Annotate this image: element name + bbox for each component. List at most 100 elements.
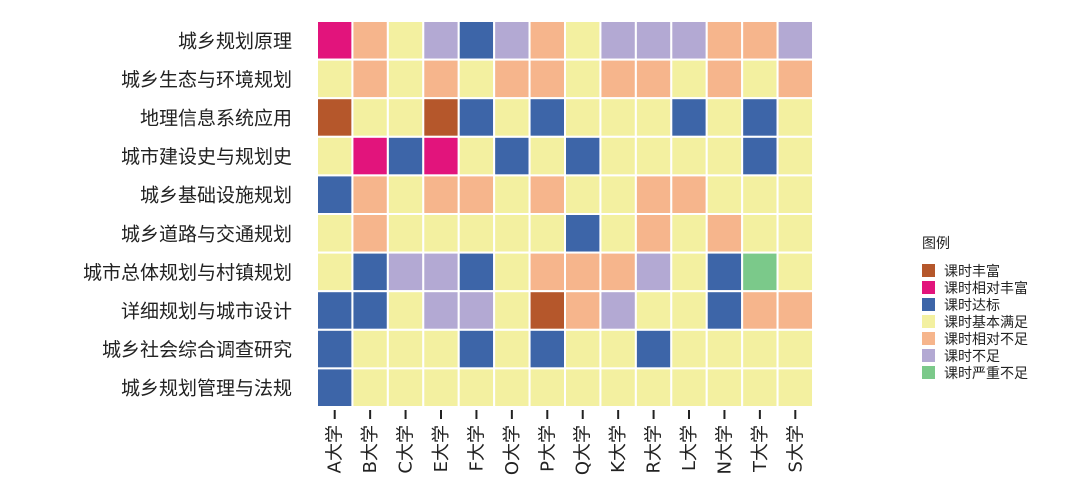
column-label: K大学 — [608, 425, 629, 473]
heatmap-cell — [493, 213, 531, 254]
heatmap-cell — [457, 290, 496, 331]
row-label: 城乡道路与交通规划 — [121, 223, 292, 245]
heatmap-cell — [670, 251, 708, 293]
legend-label: 课时相对丰富 — [944, 280, 1028, 297]
heatmap-cell — [351, 97, 389, 138]
column-label: L大学 — [679, 425, 700, 471]
row-label: 城乡社会综合调查研究 — [102, 339, 292, 361]
heatmap-cell — [457, 135, 496, 177]
heatmap-cell — [599, 251, 637, 293]
column-label: R大学 — [644, 425, 665, 474]
heatmap-cell — [316, 251, 354, 293]
heatmap-cell — [634, 251, 673, 293]
heatmap-cell — [634, 328, 673, 370]
heatmap-cell — [564, 97, 602, 138]
heatmap-cell — [422, 174, 460, 215]
legend-label: 课时基本满足 — [944, 314, 1028, 331]
heatmap-cell — [705, 174, 744, 215]
heatmap-cell — [457, 174, 496, 215]
heatmap-cell — [528, 58, 567, 100]
heatmap-cell — [457, 97, 496, 138]
row-labels: 城乡规划原理城乡生态与环境规划地理信息系统应用城市建设史与规划史城乡基础设施规划… — [83, 30, 292, 399]
heatmap-cell — [422, 367, 460, 408]
heatmap-cell — [457, 20, 496, 61]
heatmap-cell — [776, 135, 815, 177]
column-label: F大学 — [466, 425, 487, 471]
heatmap-cell — [599, 290, 637, 331]
heatmap-cell — [776, 97, 815, 138]
heatmap-cell — [670, 97, 708, 138]
heatmap-cell — [493, 290, 531, 331]
heatmap-cell — [493, 97, 531, 138]
heatmap-cell — [634, 20, 673, 61]
heatmap-cell — [351, 251, 389, 293]
legend-label: 课时相对不足 — [944, 332, 1028, 348]
heatmap-cell — [316, 135, 354, 177]
legend-swatch — [922, 264, 935, 277]
row-label: 城乡规划原理 — [178, 30, 292, 52]
heatmap-cell — [457, 251, 496, 293]
heatmap-cell — [741, 58, 779, 100]
heatmap-cell — [493, 20, 531, 61]
legend-label: 课时不足 — [944, 349, 1000, 365]
heatmap-cell — [422, 135, 460, 177]
heatmap-cell — [351, 213, 389, 254]
heatmap-cell — [457, 367, 496, 408]
heatmap-cell — [705, 251, 744, 293]
heatmap-cell — [705, 213, 744, 254]
heatmap-cell — [457, 328, 496, 370]
heatmap-cell — [528, 174, 567, 215]
heatmap-cell — [386, 328, 425, 370]
heatmap-cell — [386, 367, 425, 408]
heatmap-cell — [493, 174, 531, 215]
heatmap-cell — [741, 20, 779, 61]
heatmap-cell — [528, 97, 567, 138]
heatmap-cell — [634, 367, 673, 408]
heatmap-cell — [351, 135, 389, 177]
heatmap-cell — [493, 328, 531, 370]
heatmap-cell — [564, 213, 602, 254]
heatmap-cell — [670, 58, 708, 100]
column-label: A大学 — [325, 425, 346, 473]
heatmap-cell — [705, 97, 744, 138]
heatmap-cell — [599, 328, 637, 370]
heatmap-cell — [351, 367, 389, 408]
legend-swatch — [922, 315, 935, 328]
column-label: Q大学 — [573, 425, 594, 475]
heatmap-cell — [776, 328, 815, 370]
legend-swatch — [922, 281, 935, 294]
heatmap-cell — [634, 58, 673, 100]
row-label: 详细规划与城市设计 — [121, 301, 292, 323]
heatmap-cell — [741, 251, 779, 293]
heatmap-cell — [564, 58, 602, 100]
heatmap-cell — [351, 290, 389, 331]
heatmap-cell — [741, 290, 779, 331]
heatmap-cell — [528, 367, 567, 408]
heatmap-cell — [741, 328, 779, 370]
heatmap-cell — [351, 328, 389, 370]
heatmap-cell — [386, 20, 425, 61]
heatmap-cell — [776, 58, 815, 100]
heatmap-cell — [599, 58, 637, 100]
heatmap-cell — [599, 135, 637, 177]
heatmap-cell — [493, 367, 531, 408]
heatmap-cell — [386, 97, 425, 138]
heatmap-cell — [422, 20, 460, 61]
heatmap-cell — [776, 174, 815, 215]
column-label: B大学 — [360, 425, 381, 473]
heatmap-cell — [564, 290, 602, 331]
heatmap-cell — [599, 367, 637, 408]
heatmap-cell — [670, 290, 708, 331]
heatmap-cell — [670, 20, 708, 61]
heatmap-cell — [776, 290, 815, 331]
heatmap-cell — [670, 213, 708, 254]
heatmap-cell — [670, 328, 708, 370]
heatmap-cell — [634, 135, 673, 177]
heatmap-cell — [599, 97, 637, 138]
heatmap-cell — [528, 251, 567, 293]
heatmap-cell — [564, 174, 602, 215]
heatmap-cell — [564, 20, 602, 61]
heatmap-cell — [670, 367, 708, 408]
heatmap-cell — [493, 58, 531, 100]
heatmap-cell — [422, 328, 460, 370]
